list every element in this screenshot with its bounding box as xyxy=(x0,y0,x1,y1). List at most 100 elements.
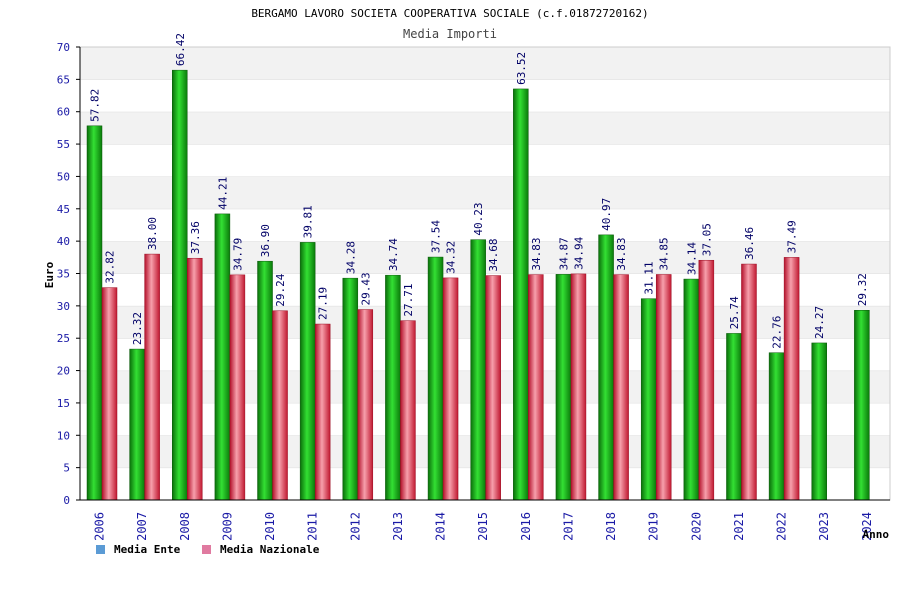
x-tick-label: 2012 xyxy=(348,512,362,541)
bar-media-ente xyxy=(768,352,785,501)
bar-media-nazionale xyxy=(655,274,672,501)
bar-media-ente xyxy=(342,277,359,501)
bar-media-nazionale xyxy=(613,274,629,501)
y-tick-label: 55 xyxy=(57,138,70,151)
data-label: 34.14 xyxy=(685,242,698,275)
bar-media-ente xyxy=(683,278,700,501)
data-label: 25.74 xyxy=(728,296,741,329)
legend: Media Ente Media Nazionale xyxy=(96,543,320,556)
chart-subtitle: Media Importi xyxy=(403,27,497,41)
data-label: 38.00 xyxy=(146,217,159,250)
x-tick-label: 2024 xyxy=(860,512,874,541)
data-label: 44.21 xyxy=(216,177,229,210)
data-label: 34.74 xyxy=(387,238,400,271)
data-label: 34.87 xyxy=(557,237,570,270)
data-label: 36.90 xyxy=(259,224,272,257)
grid-band xyxy=(80,176,890,209)
x-axis-label: Anno xyxy=(863,528,890,541)
bar-media-nazionale xyxy=(101,287,118,501)
bar-media-nazionale xyxy=(144,253,160,501)
data-label: 40.97 xyxy=(600,198,613,231)
bar-media-ente xyxy=(427,256,444,501)
bar-media-nazionale xyxy=(400,320,416,501)
data-label: 40.23 xyxy=(472,203,485,236)
bars xyxy=(86,69,870,501)
bar-media-ente xyxy=(86,125,103,501)
bar-media-ente xyxy=(129,348,145,501)
y-tick-label: 20 xyxy=(57,365,70,378)
y-tick-label: 25 xyxy=(57,332,70,345)
data-label: 57.82 xyxy=(89,89,102,122)
bar-media-ente xyxy=(172,69,188,501)
x-tick-label: 2020 xyxy=(689,512,703,541)
grid-band xyxy=(80,144,890,177)
data-label: 34.85 xyxy=(658,237,671,270)
x-tick-label: 2011 xyxy=(306,512,320,541)
data-label: 34.79 xyxy=(231,238,244,271)
bar-media-ente xyxy=(598,234,614,501)
y-tick-label: 65 xyxy=(57,73,70,86)
chart-title: BERGAMO LAVORO SOCIETA COOPERATIVA SOCIA… xyxy=(251,7,648,20)
y-tick-label: 5 xyxy=(63,462,70,475)
bar-media-nazionale xyxy=(783,257,800,501)
data-label: 39.81 xyxy=(302,205,315,238)
bar-media-nazionale xyxy=(314,323,331,501)
data-label: 27.71 xyxy=(402,284,415,317)
data-label: 29.43 xyxy=(359,272,372,305)
bar-media-ente xyxy=(811,342,827,501)
data-label: 27.19 xyxy=(317,287,330,320)
bar-media-nazionale xyxy=(528,274,544,501)
bar-media-ente xyxy=(854,310,870,501)
legend-label-media-nazionale: Media Nazionale xyxy=(220,543,320,556)
y-tick-label: 0 xyxy=(63,494,70,507)
bar-media-nazionale xyxy=(485,275,501,501)
y-axis-ticks: 0 5 10 15 20 25 30 35 40 45 50 55 60 65 70 xyxy=(57,41,80,507)
x-tick-label: 2010 xyxy=(263,512,277,541)
bar-media-nazionale xyxy=(229,274,246,501)
x-tick-label: 2022 xyxy=(775,512,789,541)
x-tick-label: 2015 xyxy=(476,512,490,541)
x-tick-label: 2018 xyxy=(604,512,618,541)
grid-band xyxy=(80,47,890,80)
y-tick-label: 50 xyxy=(57,170,70,183)
y-tick-label: 60 xyxy=(57,106,70,119)
x-axis-ticks: 2006 2007 2008 2009 2010 2011 2012 2013 2014 2015… xyxy=(93,512,874,541)
y-axis-label: Euro xyxy=(43,261,56,288)
y-tick-label: 35 xyxy=(57,268,70,281)
bar-media-nazionale xyxy=(698,259,715,501)
data-label: 24.27 xyxy=(813,306,826,339)
y-tick-label: 70 xyxy=(57,41,70,54)
data-label: 34.32 xyxy=(445,241,458,274)
data-label: 29.32 xyxy=(856,273,869,306)
data-label: 22.76 xyxy=(771,316,784,349)
x-tick-label: 2013 xyxy=(391,512,405,541)
bar-media-ente xyxy=(640,298,657,501)
bar-media-ente xyxy=(385,274,401,501)
bar-media-ente xyxy=(513,88,529,501)
x-tick-label: 2023 xyxy=(817,512,831,541)
data-label: 66.42 xyxy=(174,33,187,66)
legend-swatch-media-nazionale xyxy=(202,545,211,554)
y-tick-label: 15 xyxy=(57,397,70,410)
bar-media-nazionale xyxy=(187,257,203,501)
data-label: 31.11 xyxy=(643,262,656,295)
x-tick-label: 2014 xyxy=(434,512,448,541)
bar-media-ente xyxy=(214,213,231,501)
bar-media-nazionale xyxy=(272,310,288,501)
bar-media-ente xyxy=(555,274,572,501)
data-label: 37.36 xyxy=(189,221,202,254)
legend-swatch-media-ente xyxy=(96,545,105,554)
data-labels: 57.82 23.32 66.42 44.21 36.90 39.81 34.28 34.74… xyxy=(89,33,869,349)
x-tick-label: 2021 xyxy=(732,512,746,541)
data-label: 32.82 xyxy=(104,250,117,283)
bar-media-ente xyxy=(299,242,316,501)
data-label: 34.83 xyxy=(530,237,543,270)
x-tick-label: 2016 xyxy=(519,512,533,541)
data-label: 23.32 xyxy=(131,312,144,345)
bar-media-nazionale xyxy=(741,263,757,501)
grid-band xyxy=(80,79,890,112)
legend-label-media-ente: Media Ente xyxy=(114,543,181,556)
x-tick-label: 2008 xyxy=(178,512,192,541)
